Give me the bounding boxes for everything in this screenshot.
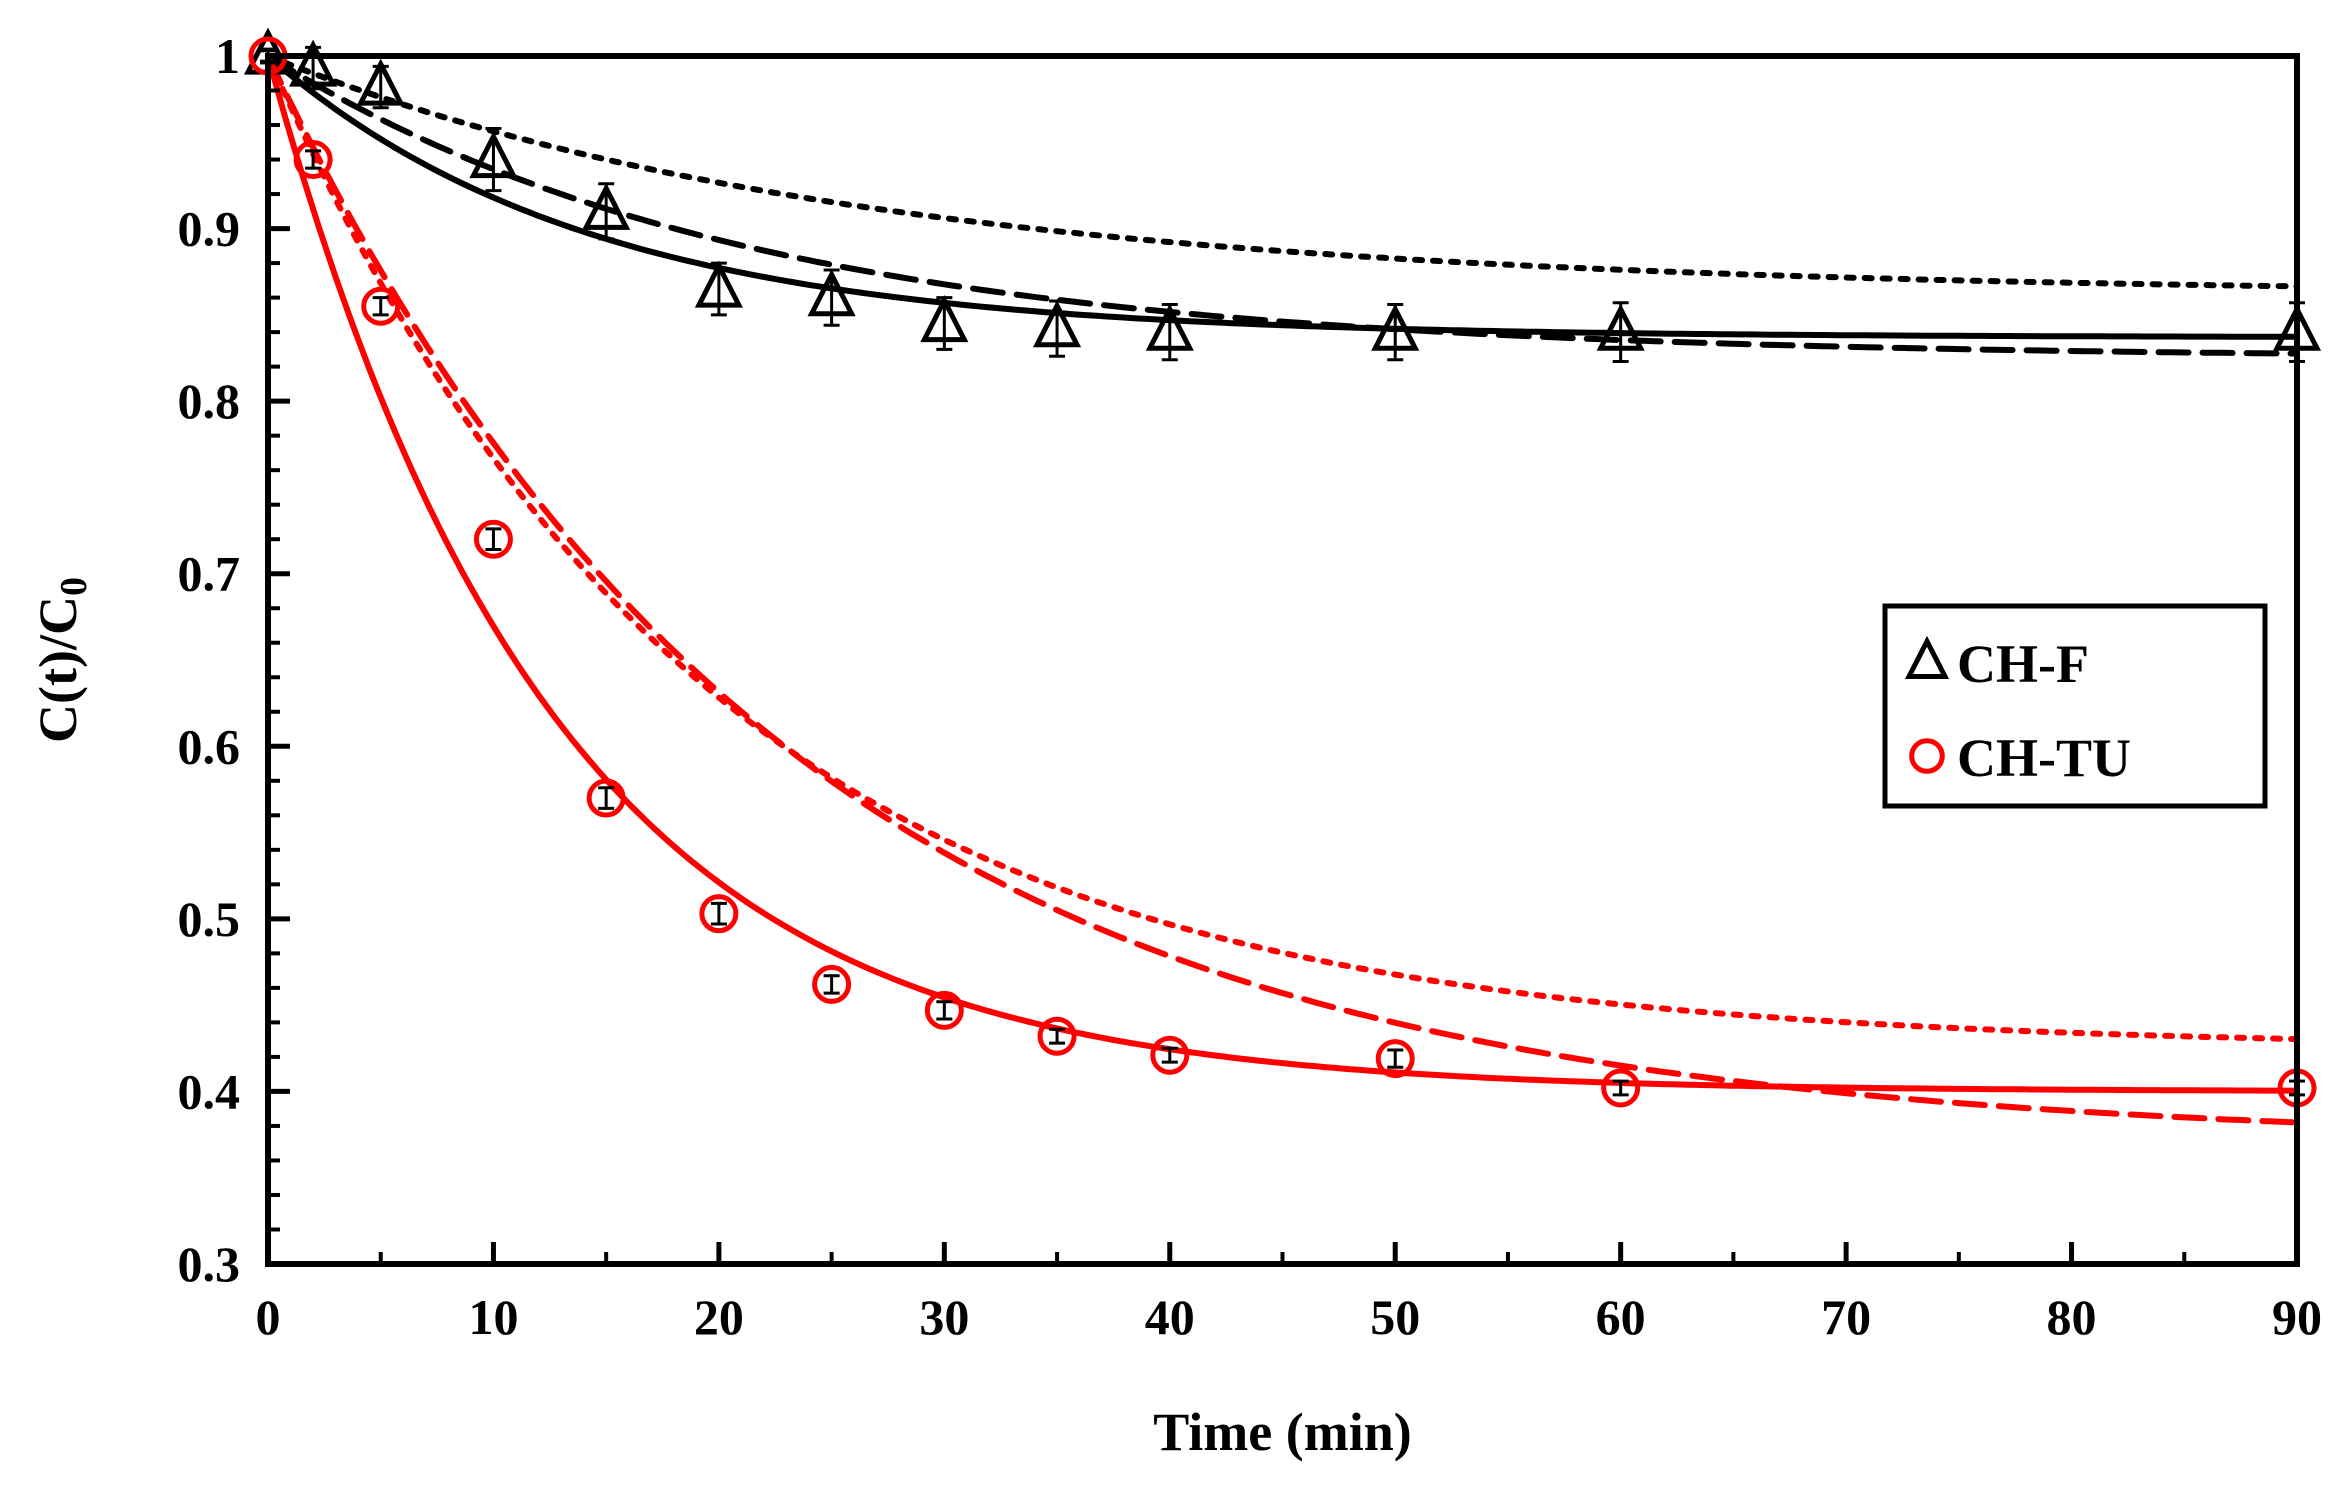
y-axis-label-subscript: 0 xyxy=(53,577,95,596)
circle-marker xyxy=(699,894,739,934)
y-tick-label: 0.7 xyxy=(178,546,241,602)
triangle-marker xyxy=(807,269,856,317)
circle-marker xyxy=(812,964,852,1004)
legend: CH-F CH-TU xyxy=(1882,603,2268,809)
triangle-marker xyxy=(289,39,338,87)
x-tick-label: 80 xyxy=(2047,1289,2097,1345)
x-tick-label: 30 xyxy=(919,1289,969,1345)
y-tick-label: 0.8 xyxy=(178,373,241,429)
y-tick-label: 1 xyxy=(215,28,240,84)
y-tick-label: 0.4 xyxy=(178,1063,241,1119)
x-tick-label: 50 xyxy=(1370,1289,1420,1345)
triangle-marker xyxy=(1371,303,1420,351)
fit-curve-dashed xyxy=(265,53,2300,357)
circle-marker xyxy=(1909,738,1945,774)
legend-box xyxy=(1882,603,2268,809)
tick-labels: 0 10 20 30 40 50 60 70 80 90 0.3 0.4 0.5 0.6 0.7 0.8 0.9… xyxy=(178,28,2323,1345)
x-tick-label: 20 xyxy=(694,1289,744,1345)
y-axis-label-main: C(t)/C xyxy=(28,596,88,743)
circle-marker xyxy=(586,778,626,818)
triangle-marker xyxy=(582,182,631,230)
triangle-marker xyxy=(469,131,518,179)
fit-curves xyxy=(265,53,2300,1126)
legend-label: CH-F xyxy=(1957,634,2089,694)
triangle-marker xyxy=(1596,303,1645,351)
x-axis-label: Time (min) xyxy=(1153,1402,1411,1462)
x-tick-label: 90 xyxy=(2272,1289,2322,1345)
triangle-marker xyxy=(356,58,405,106)
fit-curve-solid xyxy=(265,53,2300,1094)
circle-marker xyxy=(473,519,513,559)
circle-marker xyxy=(293,140,333,180)
circle-marker xyxy=(1150,1035,1190,1075)
y-tick-label: 0.5 xyxy=(178,891,241,947)
triangle-marker xyxy=(920,294,969,343)
triangle-marker xyxy=(1145,303,1194,351)
triangle-marker xyxy=(1904,635,1950,679)
x-tick-label: 10 xyxy=(468,1289,518,1345)
x-tick-label: 40 xyxy=(1145,1289,1195,1345)
circle-marker xyxy=(1601,1068,1641,1108)
y-tick-label: 0.6 xyxy=(178,718,241,774)
y-tick-label: 0.9 xyxy=(178,201,241,257)
circle-marker xyxy=(361,286,401,326)
legend-label: CH-TU xyxy=(1957,728,2131,788)
error-bars xyxy=(260,45,2305,1097)
circle-marker xyxy=(1375,1039,1415,1079)
x-tick-label: 60 xyxy=(1596,1289,1646,1345)
fit-curve-dashed xyxy=(265,53,2300,1126)
y-tick-label: 0.3 xyxy=(178,1236,241,1292)
x-tick-label: 70 xyxy=(1821,1289,1871,1345)
y-axis-label: C(t)/C0 xyxy=(28,577,95,743)
fit-curve-dotted xyxy=(265,53,2300,290)
triangle-marker xyxy=(1032,300,1082,348)
axis-ticks xyxy=(265,53,2300,1267)
fit-curve-dotted xyxy=(265,53,2300,1043)
triangle-marker xyxy=(694,260,743,308)
circle-marker xyxy=(924,990,964,1030)
x-tick-label: 0 xyxy=(256,1289,281,1345)
legend-items: CH-F CH-TU xyxy=(1904,634,2131,788)
circle-marker xyxy=(1037,1016,1077,1056)
